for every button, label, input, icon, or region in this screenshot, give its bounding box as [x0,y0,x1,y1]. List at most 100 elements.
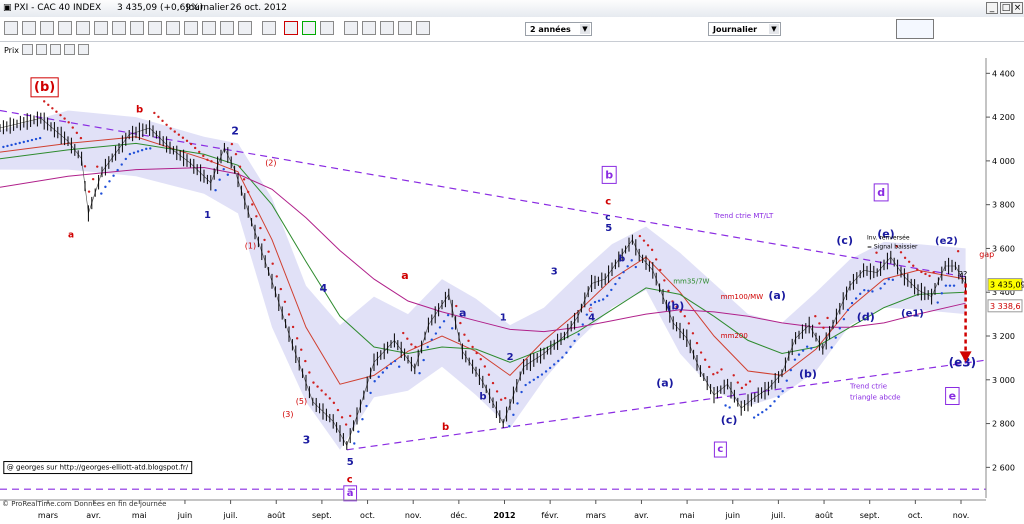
layout-icon[interactable] [398,21,412,35]
sar-dot [18,141,21,145]
sar-dot [687,322,691,325]
sar-dot [814,314,817,318]
price-badge-label: 3 338,6 [990,302,1021,311]
sar-dot [340,416,344,419]
sar-dot [2,145,5,149]
sar-dot [671,300,674,303]
period-select[interactable]: 2 années ▼ [525,22,592,36]
sar-dot [903,256,907,260]
table-icon[interactable] [380,21,394,35]
sar-dot [14,142,17,146]
sar-dot [716,371,719,374]
sar-dot [426,345,429,349]
panel-add-icon[interactable] [64,44,75,55]
wave-label: 3 [551,267,558,278]
chart-type-icon[interactable] [166,21,180,35]
sar-dot [752,416,756,419]
sar-dot [206,158,209,161]
maximize-icon[interactable]: □ [1000,2,1012,14]
sar-dot [218,178,221,181]
line-tool-icon[interactable] [112,21,126,35]
panel-lock-icon[interactable] [50,44,61,55]
sar-dot [728,406,731,409]
settings-icon[interactable] [202,21,216,35]
sar-dot [614,282,617,286]
sar-dot [708,365,711,369]
wave-label: e [949,389,956,402]
grid-icon[interactable] [94,21,108,35]
interval-select[interactable]: Journalier ▼ [708,22,781,36]
x-tick-label: sept. [860,511,880,520]
period-select-value: 2 années [530,25,571,34]
sar-dot [389,362,393,365]
sar-dot [712,373,715,376]
sar-dot [242,178,246,181]
sar-dot [659,268,662,272]
zoom-in-icon[interactable] [22,21,36,35]
panel-settings-icon[interactable] [22,44,33,55]
panel-copy-icon[interactable] [36,44,47,55]
trend-green-icon[interactable] [302,21,316,35]
window-icon[interactable] [416,21,430,35]
sar-dot [703,358,707,361]
sar-dot [414,345,417,349]
sar-dot [683,314,686,318]
sar-dot [610,288,613,292]
wave-label: (b) [799,368,817,381]
wave-label: @ georges sur http://georges-elliott-atd… [7,464,189,472]
sar-dot [675,305,678,309]
wave-label: (c) [721,414,738,427]
export-icon[interactable] [262,21,276,35]
sar-dot [100,192,103,195]
cursor-icon[interactable] [4,21,18,35]
print-icon[interactable] [220,21,234,35]
sar-dot [471,345,474,349]
trend-red-icon[interactable] [284,21,298,35]
minimize-icon[interactable]: _ [986,2,998,14]
wave-label: (c) [836,234,853,247]
sar-dot [459,321,462,325]
sar-dot [679,310,682,313]
sar-dot [952,284,956,287]
panel-close-icon[interactable] [78,44,89,55]
wave-label: d [877,186,885,199]
sar-dot [55,110,58,113]
sar-dot [96,165,99,168]
tools-icon[interactable] [238,21,252,35]
sar-dot [410,343,413,346]
sar-dot [128,152,132,156]
zoom-out-icon[interactable] [40,21,54,35]
sar-dot [524,383,527,387]
text-tool-icon[interactable] [58,21,72,35]
fibonacci-icon[interactable] [148,21,162,35]
indicator-chart-icon[interactable] [896,19,934,39]
compare-icon[interactable] [344,21,358,35]
wave-label: a [347,488,354,499]
window-title: PXI - CAC 40 INDEX [14,3,102,13]
wave-label: 2 [231,125,239,138]
sar-dot [136,150,140,153]
sar-dot [912,264,915,267]
sar-dot [210,160,213,163]
wave-label-box [601,165,617,184]
sar-dot [769,404,772,408]
wave-label: = Signal baissier [867,243,918,250]
indicator-icon[interactable] [184,21,198,35]
wave-label: 5 [605,223,612,234]
sar-dot [846,308,850,312]
alert-icon[interactable] [320,21,334,35]
list-icon[interactable] [362,21,376,35]
sar-dot [924,272,927,276]
sar-dot [834,336,837,339]
close-icon[interactable]: × [1012,2,1023,14]
pen-tool-icon[interactable] [76,21,90,35]
x-tick-label: juin [177,511,193,520]
sar-dot [899,251,903,254]
channel-tool-icon[interactable] [130,21,144,35]
x-tick-label: oct. [908,511,923,520]
wave-label: (d) [857,311,875,324]
wave-label: ?? [959,270,968,279]
date-label: 26 oct. 2012 [230,3,287,13]
y-tick-label: 3 600 [992,244,1015,253]
